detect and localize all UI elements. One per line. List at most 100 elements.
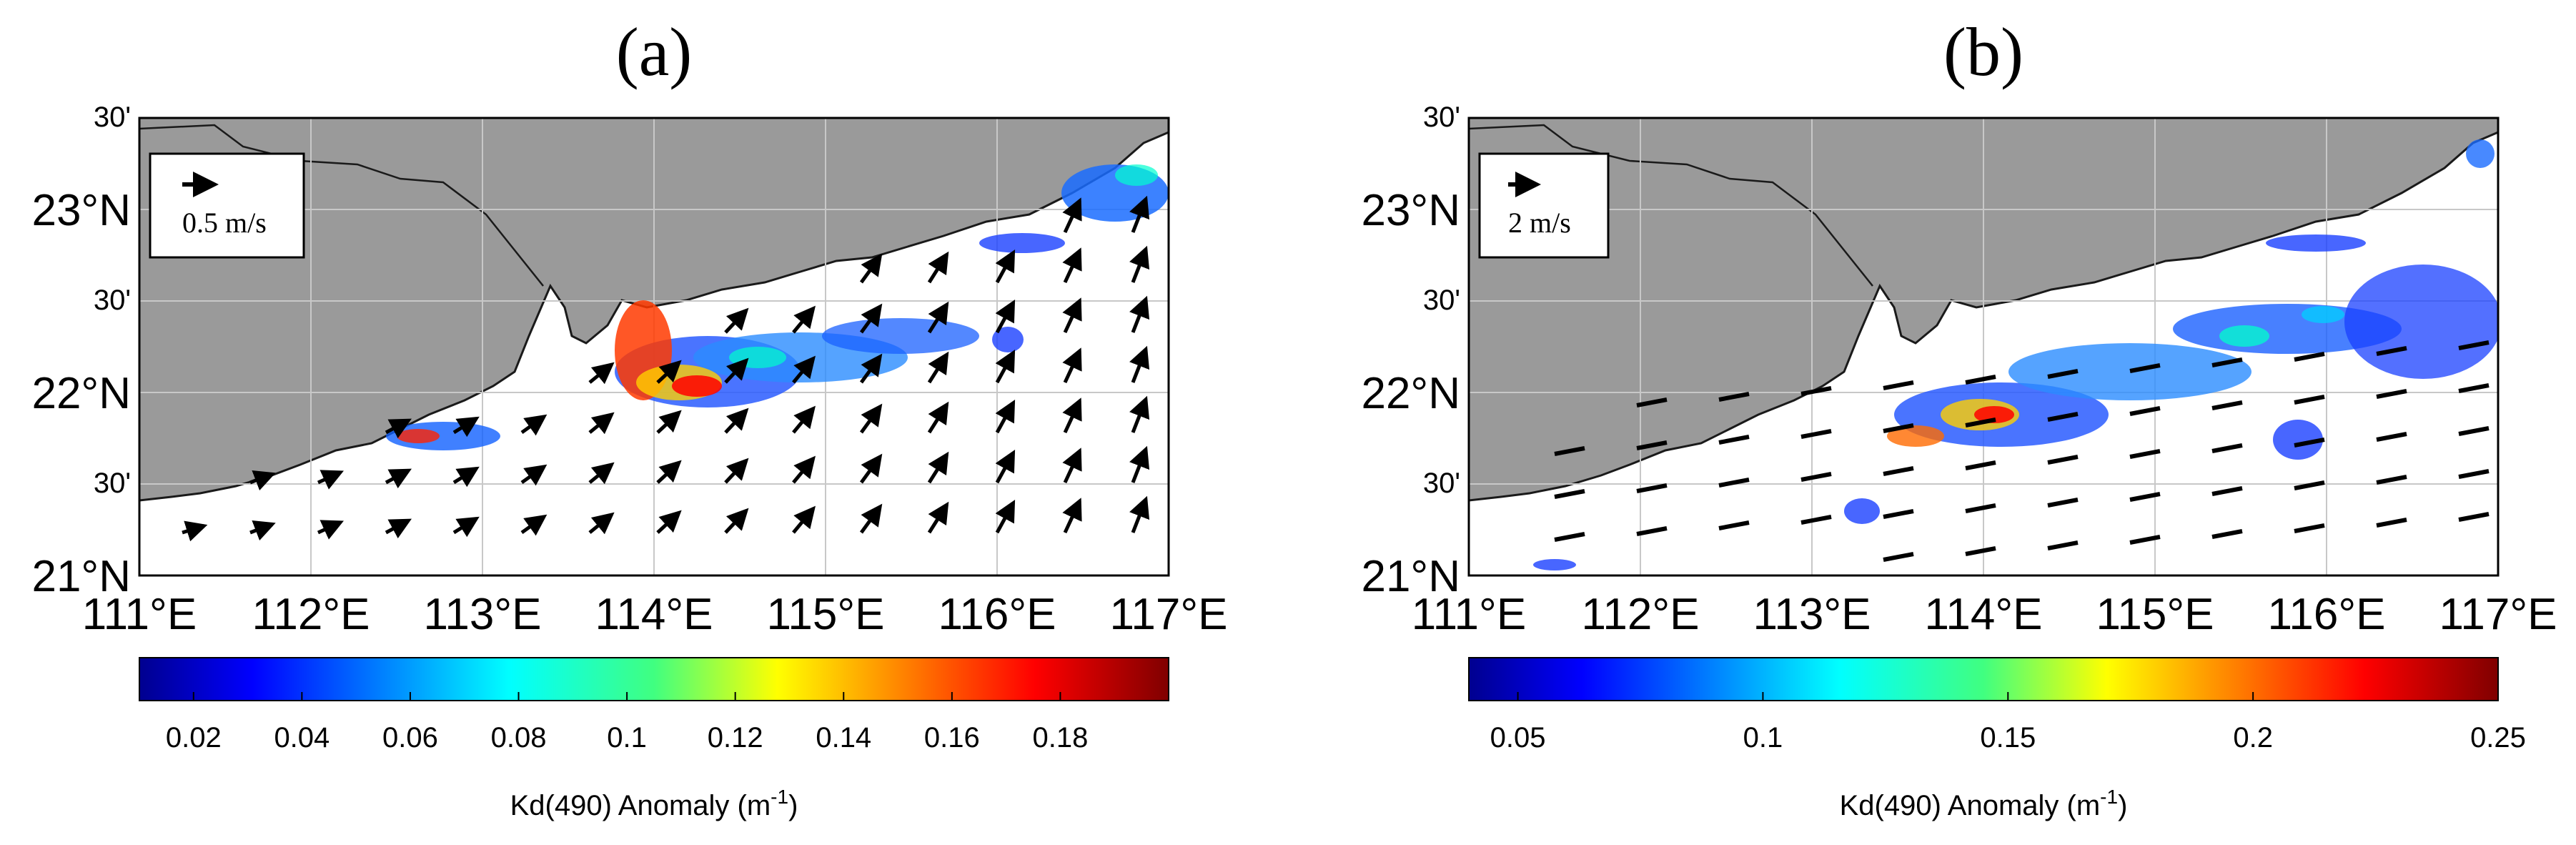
wind-vector xyxy=(2458,383,2490,393)
wind-vector xyxy=(1718,435,1750,445)
colorbar-tick-label: 0.04 xyxy=(274,722,330,753)
wind-vector xyxy=(2047,455,2079,465)
wind-vector xyxy=(2458,426,2490,436)
wind-vector xyxy=(1883,466,1914,476)
current-vector xyxy=(520,514,548,536)
current-vector xyxy=(588,362,615,385)
current-vector xyxy=(1129,195,1150,233)
lat-tick-label: 22°N xyxy=(31,369,131,418)
lon-tick-label: 115°E xyxy=(2096,590,2214,639)
current-vector xyxy=(724,458,749,484)
panel-b-colorbar: 0.05 0.1 0.15 0.2 0.25 Kd(490) Anomaly (m-1) xyxy=(1468,657,2526,821)
current-vector xyxy=(995,399,1016,434)
current-vector xyxy=(182,520,208,542)
lon-tick-label: 113°E xyxy=(424,590,542,639)
current-vector xyxy=(249,470,276,491)
lon-tick-label: 114°E xyxy=(1925,590,2043,639)
current-vector xyxy=(1062,247,1082,284)
panel-a-colorbar-ticks: 0.02 0.04 0.06 0.08 0.1 0.12 0.14 0.16 0.18 xyxy=(166,692,1088,753)
current-vector xyxy=(859,353,883,384)
lon-tick-label: 115°E xyxy=(767,590,885,639)
current-vector xyxy=(588,512,615,535)
current-vector xyxy=(385,518,412,539)
current-vector xyxy=(995,499,1016,534)
current-vector xyxy=(724,307,749,334)
wind-vector xyxy=(1800,429,1832,439)
panel-b-lon-labels: 111°E 112°E 113°E 114°E 115°E 116°E 117°E xyxy=(1412,590,2557,639)
current-vector xyxy=(1062,397,1082,434)
lon-tick-label: 117°E xyxy=(1110,590,1228,639)
wind-vector xyxy=(1883,423,1914,433)
lon-tick-label: 111°E xyxy=(82,590,197,639)
current-vector xyxy=(927,451,949,484)
wind-vector xyxy=(1965,375,1996,385)
current-vector xyxy=(1062,197,1082,234)
current-vector xyxy=(520,464,548,486)
wind-vector xyxy=(2211,443,2243,453)
lon-tick-label: 117°E xyxy=(2439,590,2557,639)
lon-tick-label: 112°E xyxy=(1582,590,1700,639)
wind-vector xyxy=(2376,346,2407,356)
current-vector xyxy=(1062,297,1082,334)
panel-b-frame xyxy=(1467,117,2500,577)
wind-vector xyxy=(2047,369,2079,379)
panel-a-label: (a) xyxy=(616,14,693,90)
wind-vector xyxy=(2376,475,2407,485)
current-vector xyxy=(656,460,682,484)
wind-vector xyxy=(2129,449,2161,459)
colorbar-tick-label: 0.18 xyxy=(1032,722,1088,753)
wind-vector xyxy=(1800,386,1832,396)
wind-vector xyxy=(1718,392,1750,402)
lat-tick-label: 22°N xyxy=(1361,369,1460,418)
panel-a-map xyxy=(139,118,1169,575)
lon-tick-label: 112°E xyxy=(252,590,370,639)
current-vector xyxy=(927,501,949,534)
wind-vector xyxy=(2129,492,2161,502)
panel-a-river xyxy=(139,124,544,287)
current-vector xyxy=(724,357,749,384)
wind-vector xyxy=(2129,535,2161,545)
current-vector xyxy=(995,449,1016,484)
wind-vector xyxy=(2047,540,2079,550)
wind-vector xyxy=(2047,498,2079,508)
current-vector xyxy=(588,462,615,485)
current-vector xyxy=(452,466,480,488)
panel-a: (a) xyxy=(31,14,1227,821)
current-vector xyxy=(859,403,883,434)
colorbar-tick-label: 0.16 xyxy=(924,722,980,753)
wind-vector xyxy=(1965,546,1996,556)
current-vector xyxy=(1129,245,1150,283)
current-vector xyxy=(1062,347,1082,384)
wind-vector xyxy=(2294,523,2325,533)
colorbar-tick-label: 0.06 xyxy=(382,722,438,753)
current-vector xyxy=(792,305,816,334)
lat-tick-label: 30' xyxy=(1423,285,1460,316)
current-vector xyxy=(520,414,548,436)
current-vector xyxy=(859,303,883,334)
lat-tick-label: 21°N xyxy=(1361,552,1460,601)
wind-vector xyxy=(1965,460,1996,470)
current-vector xyxy=(385,418,412,439)
current-vector xyxy=(1129,445,1150,483)
colorbar-tick-label: 0.08 xyxy=(491,722,547,753)
current-vector xyxy=(927,401,949,434)
lat-tick-label: 30' xyxy=(1423,468,1460,499)
current-vector xyxy=(859,453,883,484)
wind-vector xyxy=(1883,552,1914,562)
wind-vector xyxy=(2376,432,2407,442)
current-vector xyxy=(859,503,883,534)
lat-tick-label: 21°N xyxy=(31,552,131,601)
wind-vector xyxy=(1800,515,1832,525)
current-vector xyxy=(927,301,949,334)
panel-b-colorbar-bar xyxy=(1468,657,2499,701)
colorbar-tick-label: 0.14 xyxy=(816,722,871,753)
current-vector xyxy=(792,455,816,484)
current-vector xyxy=(792,505,816,534)
colorbar-tick-label: 0.2 xyxy=(2233,722,2273,753)
lon-tick-label: 114°E xyxy=(595,590,713,639)
panel-b-lat-labels: 30' 23°N 30' 22°N 30' 21°N xyxy=(1361,102,1460,601)
current-vector xyxy=(927,351,949,384)
colorbar-tick-label: 0.1 xyxy=(607,722,647,753)
lat-tick-label: 30' xyxy=(1423,102,1460,133)
wind-vector xyxy=(2211,486,2243,496)
